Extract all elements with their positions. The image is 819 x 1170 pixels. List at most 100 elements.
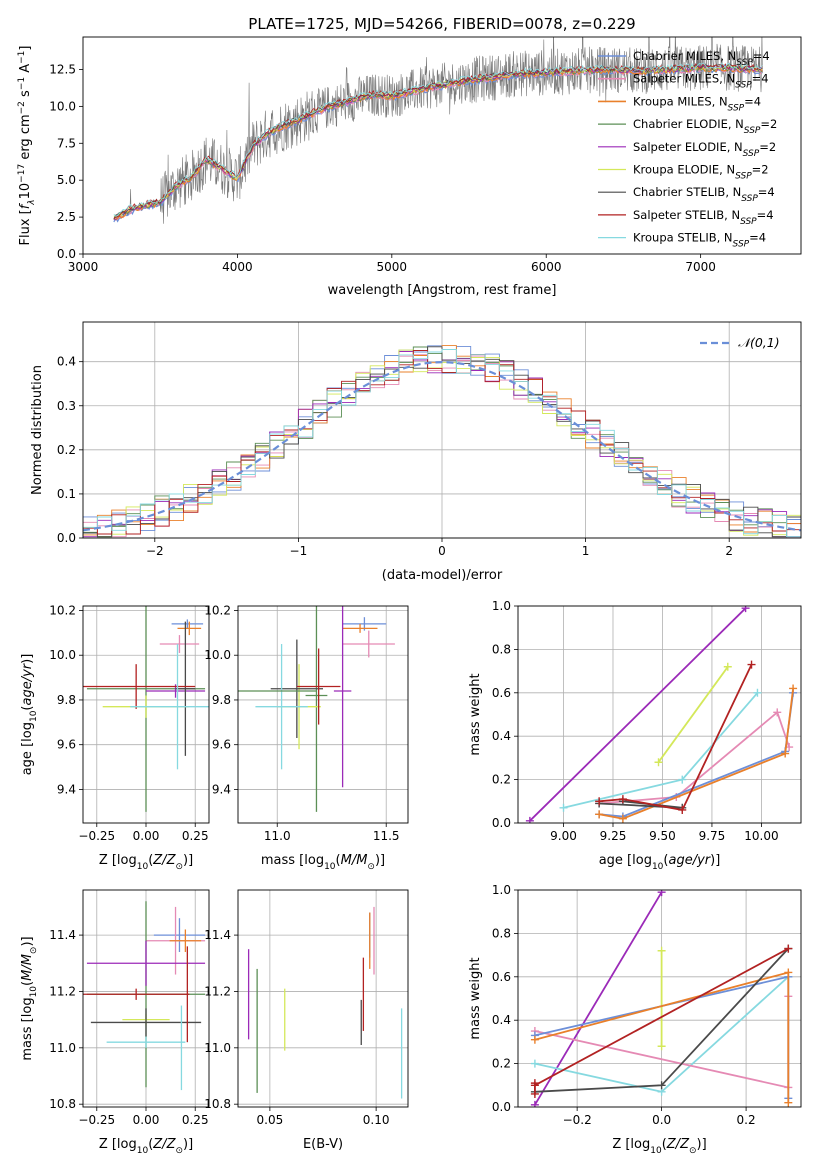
mass-weight-marker: [525, 816, 534, 823]
mass-weight-line: [534, 891, 663, 1106]
y-tick-label: 9.4: [212, 782, 231, 796]
figure-title: PLATE=1725, MJD=54266, FIBERID=0078, z=0…: [248, 15, 635, 33]
panel-age_vs_Z: −0.25 0.00 0.25 9.4 9.6 9.8 10.0 10.2 Z [log10(Z…: [20, 603, 210, 872]
spectrum-model-line: [113, 62, 763, 217]
mass-weight-marker: [773, 708, 782, 717]
x-tick-label: 0.25: [182, 829, 209, 843]
x-tick-label: 1: [582, 544, 590, 558]
x-axis-label: (data-model)/error: [382, 568, 503, 583]
y-axis-label: age [log10(age/yr)]: [20, 654, 39, 776]
y-tick-label: 11.2: [49, 984, 76, 998]
y-axis-label: mass weight: [468, 673, 483, 755]
mass-weight-marker: [618, 795, 627, 804]
y-tick-label: 0.0: [57, 247, 76, 261]
x-tick-label: −1: [290, 544, 308, 558]
x-axis-label: Z [log10(Z/Z⊙)]: [612, 1137, 706, 1156]
axes-frame: [82, 321, 802, 539]
x-tick-label: 9.25: [600, 829, 627, 843]
mass-weight-marker: [784, 968, 793, 977]
x-tick-label: −0.25: [78, 829, 115, 843]
panel-mass_vs_EBV: 0.05 0.10 10.8 11.0 11.2 11.4 E(B-V): [204, 889, 409, 1152]
x-tick-label: 9.00: [550, 829, 577, 843]
x-axis-label: age [log10(age/yr)]: [599, 853, 721, 872]
y-axis-label: mass weight: [468, 957, 483, 1039]
y-tick-label: 11.0: [204, 1041, 231, 1055]
legend-entry: Salpeter STELIB, NSSP=4: [633, 208, 774, 227]
mass-weight-marker: [789, 684, 798, 693]
y-tick-label: 0.4: [57, 355, 76, 369]
axes-frame: [82, 36, 802, 255]
legend-entry: Chabrier STELIB, NSSP=4: [633, 185, 775, 204]
legend-entry: 𝒩(0,1): [738, 335, 780, 350]
plot-area: [238, 606, 395, 812]
mass-weight-marker: [530, 1100, 539, 1107]
x-axis-label: mass [log10(M/M⊙)]: [261, 853, 385, 872]
x-tick-label: 11.0: [264, 829, 291, 843]
y-tick-label: 0.0: [492, 816, 511, 830]
mass-weight-marker: [618, 814, 627, 823]
y-axis-label: Flux [fλ10−17 erg cm−2 s−1 A−1]: [17, 46, 37, 246]
mass-weight-marker: [784, 1098, 793, 1107]
histogram-step-line: [83, 350, 801, 538]
x-tick-label: 0.0: [652, 1113, 671, 1127]
x-tick-label: −0.25: [78, 1113, 115, 1127]
plot-area: [83, 901, 206, 1091]
mass-weight-marker: [784, 944, 793, 953]
mass-weight-marker: [530, 1089, 539, 1098]
mass-weight-line: [529, 607, 747, 822]
x-tick-label: 4000: [222, 260, 253, 274]
legend-entry: Salpeter ELODIE, NSSP=2: [633, 140, 776, 159]
y-tick-label: 0.2: [57, 443, 76, 457]
x-tick-label: 0: [438, 544, 446, 558]
y-tick-label: 0.0: [492, 1100, 511, 1114]
mass-weight-marker: [559, 803, 568, 812]
mass-weight-marker: [657, 890, 666, 897]
mass-weight-line: [657, 666, 729, 763]
y-tick-label: 0.3: [57, 399, 76, 413]
panel-massweight_vs_age: 9.00 9.25 9.50 9.75 10.00 0.0 0.2 0.4 0.6 0.8 1.0 a…: [468, 599, 802, 872]
y-tick-label: 9.6: [57, 738, 76, 752]
x-tick-label: 0.05: [257, 1113, 284, 1127]
legend-entry: Kroupa MILES, NSSP=4: [633, 94, 761, 113]
y-tick-label: 0.4: [492, 1013, 511, 1027]
mass-weight-marker: [741, 606, 750, 613]
x-tick-label: 2: [725, 544, 733, 558]
x-tick-label: 0.00: [133, 829, 160, 843]
plot-area: [530, 890, 793, 1107]
mass-weight-line: [599, 664, 753, 812]
mass-weight-marker: [530, 1079, 539, 1088]
mass-weight-marker: [657, 1081, 666, 1090]
y-tick-label: 7.5: [57, 136, 76, 150]
y-axis-label: mass [log10(M/M⊙)]: [20, 936, 39, 1060]
histogram-step-line: [83, 349, 801, 538]
y-tick-label: 9.4: [57, 782, 76, 796]
y-tick-label: 0.6: [492, 686, 511, 700]
y-tick-label: 10.8: [49, 1097, 76, 1111]
y-tick-label: 10.8: [204, 1097, 231, 1111]
y-tick-label: 0.1: [57, 487, 76, 501]
mass-weight-marker: [530, 1059, 539, 1068]
y-tick-label: 0.6: [492, 970, 511, 984]
y-tick-label: 1.0: [492, 883, 511, 897]
mass-weight-line: [534, 947, 789, 1087]
x-tick-label: 0.00: [133, 1113, 160, 1127]
legend-entry: Chabrier ELODIE, NSSP=2: [633, 117, 777, 136]
x-axis-label: Z [log10(Z/Z⊙)]: [99, 1137, 193, 1156]
x-tick-label: 9.75: [699, 829, 726, 843]
mass-weight-marker: [530, 1035, 539, 1044]
mass-weight-marker: [657, 1042, 666, 1051]
legend-entry: Chabrier MILES, NSSP=4: [633, 49, 770, 68]
plot-area: [525, 606, 798, 823]
y-tick-label: 0.8: [492, 642, 511, 656]
panel-spectrum: 3000 4000 5000 6000 7000 0.0 2.5 5.0 7.5 10.0 12.5…: [17, 36, 802, 298]
y-tick-label: 11.2: [204, 984, 231, 998]
y-tick-label: 0.8: [492, 926, 511, 940]
panel-massweight_vs_Z: −0.2 0.0 0.2 0.0 0.2 0.4 0.6 0.8 1.0 Z [log10(Z/Z…: [468, 883, 802, 1156]
y-tick-label: 0.0: [57, 531, 76, 545]
mass-weight-line: [598, 688, 794, 820]
y-tick-label: 9.8: [57, 693, 76, 707]
y-axis-label: Normed distribution: [30, 365, 45, 495]
y-tick-label: 12.5: [49, 62, 76, 76]
spectrum-data-line: [113, 37, 763, 224]
x-tick-label: 10.00: [744, 829, 778, 843]
